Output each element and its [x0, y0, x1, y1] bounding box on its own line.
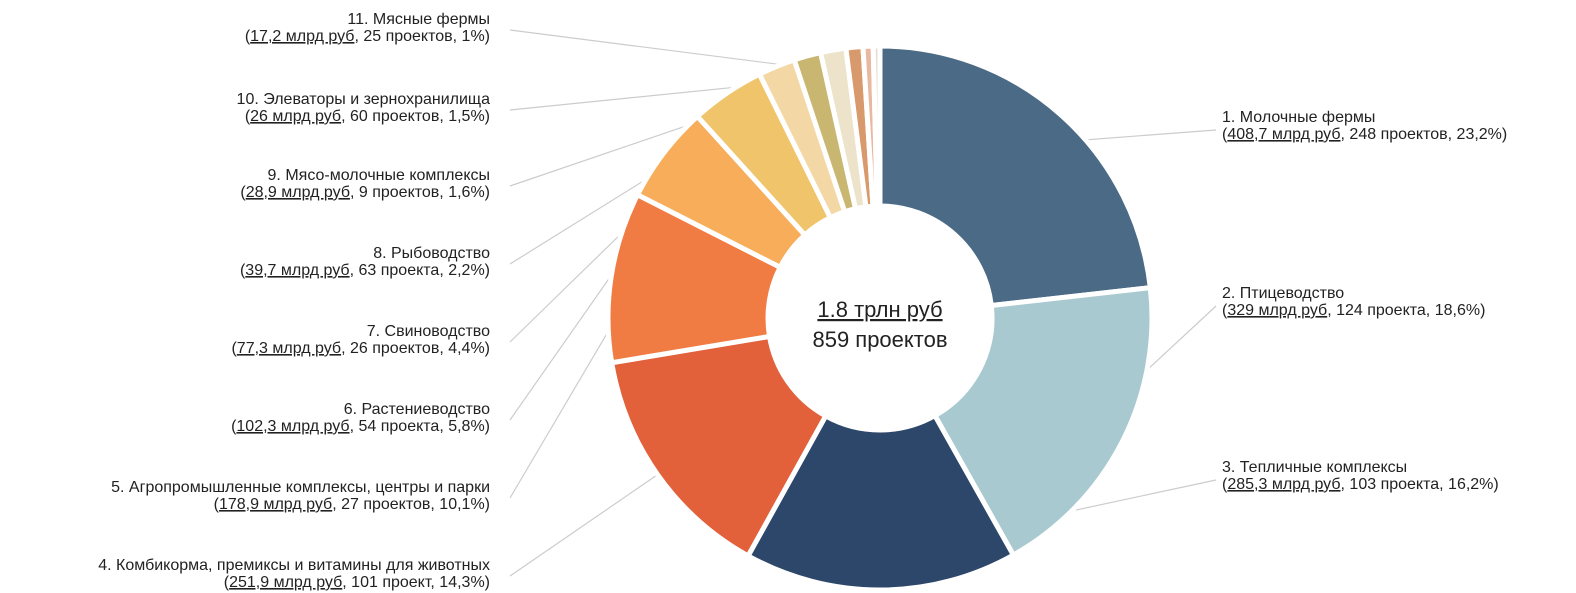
slice-label-details-1: (408,7 млрд руб, 248 проектов, 23,2%): [1222, 126, 1507, 143]
slice-label-title-10: 10. Элеваторы и зернохранилища: [237, 91, 491, 108]
center-total: 1.8 трлн руб: [817, 297, 942, 322]
center-count: 859 проектов: [812, 327, 947, 352]
slice-label-title-2: 2. Птицеводство: [1222, 285, 1344, 302]
slice-label-title-6: 6. Растениеводство: [344, 401, 490, 418]
pie-slice-1: [877, 43, 1154, 309]
pie-slice-4: [608, 333, 830, 560]
slice-label-title-11: 11. Мясные фермы: [347, 11, 490, 28]
pie-slices: [605, 43, 1155, 593]
slice-label-title-9: 9. Мясо-молочные комплексы: [268, 167, 490, 184]
pie-slice-13: [870, 43, 883, 209]
slice-label-details-4: (251,9 млрд руб, 101 проект, 14,3%): [224, 574, 490, 591]
slice-label-details-9: (28,9 млрд руб, 9 проектов, 1,6%): [240, 184, 490, 201]
leader-line-4: [509, 458, 681, 577]
slice-label-title-3: 3. Тепличные комплексы: [1222, 459, 1407, 476]
slice-label-details-8: (39,7 млрд руб, 63 проекта, 2,2%): [240, 262, 490, 279]
slice-label-title-8: 8. Рыбоводство: [373, 245, 490, 262]
pie-slice-2: [931, 284, 1155, 559]
pie-slice-3: [744, 412, 1017, 593]
slice-label-details-7: (77,3 млрд руб, 26 проектов, 4,4%): [231, 340, 490, 357]
slice-labels: 1. Молочные фермы(408,7 млрд руб, 248 пр…: [98, 11, 1507, 591]
slice-label-details-3: (285,3 млрд руб, 103 проекта, 16,2%): [1222, 476, 1499, 493]
slice-label-title-7: 7. Свиноводство: [367, 323, 490, 340]
slice-label-details-5: (178,9 млрд руб, 27 проектов, 10,1%): [214, 496, 490, 513]
slice-label-details-11: (17,2 млрд руб, 25 проектов, 1%): [245, 28, 490, 45]
slice-label-title-5: 5. Агропромышленные комплексы, центры и …: [111, 479, 490, 496]
slice-label-title-1: 1. Молочные фермы: [1222, 109, 1375, 126]
slice-label-details-2: (329 млрд руб, 124 проекта, 18,6%): [1222, 302, 1485, 319]
slice-label-details-10: (26 млрд руб, 60 проектов, 1,5%): [245, 108, 490, 125]
slice-label-title-4: 4. Комбикорма, премиксы и витамины для ж…: [98, 557, 490, 574]
slice-label-details-6: (102,3 млрд руб, 54 проекта, 5,8%): [231, 418, 490, 435]
